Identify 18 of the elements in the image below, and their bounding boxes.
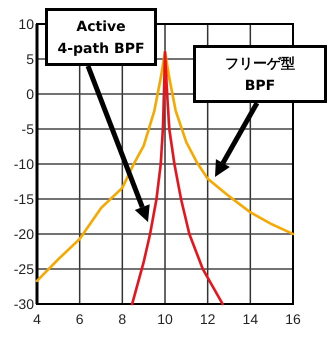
y-tick-label: -15 [14, 191, 34, 207]
annotation: フリーゲ型 BPF [225, 56, 295, 94]
x-tick-label: 10 [157, 311, 173, 327]
y-tick-label: 10 [18, 16, 34, 32]
y-tick-label: 5 [26, 51, 34, 67]
x-tick-label: 12 [200, 311, 216, 327]
x-tick-label: 4 [33, 311, 42, 327]
annotation: Active 4-path BPF [57, 19, 145, 57]
x-tick-label: 14 [242, 311, 258, 327]
x-tick-label: 8 [118, 311, 126, 327]
y-tick-label: -5 [22, 121, 34, 137]
y-tick-label: -10 [14, 156, 34, 172]
y-tick-label: -20 [14, 226, 34, 242]
y-tick-label: -25 [14, 261, 34, 277]
x-tick-label: 16 [285, 311, 301, 327]
x-tick-label: 6 [76, 311, 84, 327]
y-tick-label: 0 [26, 86, 34, 102]
y-tick-label: -30 [14, 296, 34, 312]
